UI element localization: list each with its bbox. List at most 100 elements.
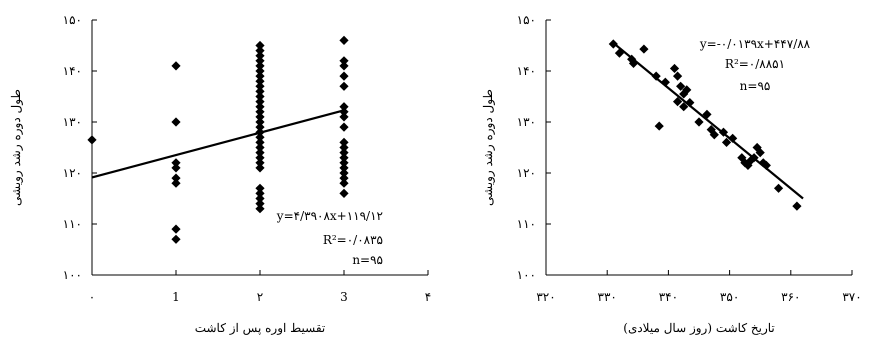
data-point — [255, 127, 265, 137]
data-point — [255, 158, 265, 168]
data-point — [718, 127, 729, 137]
data-point — [255, 102, 265, 112]
data-point — [339, 107, 349, 117]
data-point — [339, 112, 349, 122]
data-point — [669, 63, 680, 74]
data-point — [171, 234, 181, 244]
data-point — [255, 56, 265, 66]
regression-annotation: R²=۰/۰۸۳۵ — [323, 233, 383, 247]
data-point — [339, 168, 349, 178]
y-tick-label: ۱۱۰ — [517, 217, 536, 231]
data-point — [685, 98, 695, 108]
data-point — [255, 199, 265, 209]
data-point — [255, 204, 265, 214]
data-point — [255, 148, 265, 158]
regression-annotation: n=۹۵ — [740, 79, 771, 93]
data-point — [171, 158, 181, 168]
data-point — [339, 137, 349, 147]
data-point — [255, 112, 265, 122]
data-point — [628, 58, 639, 68]
x-tick-label: ۲ — [257, 290, 263, 304]
data-point — [339, 163, 349, 173]
data-point — [672, 71, 683, 81]
x-tick-label: ۳۴۰ — [659, 290, 678, 304]
data-point — [171, 224, 181, 234]
data-point — [339, 153, 349, 163]
data-point — [255, 142, 265, 153]
x-tick-label: 3 — [340, 290, 348, 304]
data-point — [255, 71, 265, 81]
x-tick-label: ۳۶۰ — [781, 290, 800, 304]
data-point — [255, 122, 265, 132]
y-tick-label: ۱۴۰ — [63, 64, 82, 78]
data-point — [255, 132, 265, 142]
y-axis-title: طول دوره رشد رویشی — [9, 89, 23, 206]
data-point — [339, 142, 349, 153]
chart-right-planting-date: ۱۰۰ ۱۱۰ ۱۲۰ ۱۳۰ ۱۴۰ ۱۵۰ ۳۲۰ ۳۳۰ ۳۴۰ ۳۵۰ ۳۶۰ ۳۷۰ تاری… — [481, 13, 862, 335]
data-point — [255, 137, 265, 147]
data-point — [255, 91, 265, 102]
chart-left-urea-split: ۱۰۰ ۱۱۰ ۱۲۰ ۱۳۰ ۱۴۰ ۱۵۰ ۰ 1 ۲ 3 ۴ تقسیط اوره پس از … — [9, 13, 431, 335]
data-point — [709, 130, 719, 140]
data-point — [255, 81, 265, 91]
data-point — [639, 44, 649, 54]
data-point — [339, 61, 349, 71]
x-tick-label: ۰ — [89, 290, 95, 304]
data-point — [761, 160, 771, 170]
data-point — [773, 183, 784, 193]
data-point — [171, 173, 181, 183]
regression-annotation: n=۹۵ — [352, 253, 383, 267]
x-tick-label: ۳۳۰ — [598, 290, 617, 304]
data-point — [255, 153, 265, 163]
data-point — [255, 46, 265, 56]
y-tick-label: ۱۰۰ — [517, 268, 536, 282]
x-tick-label: ۳۷۰ — [842, 290, 861, 304]
y-tick-label: ۱۱۰ — [63, 217, 82, 231]
regression-annotation: y=-۰/۰۱۳۹x+۴۴۷/۸۸ — [699, 37, 811, 51]
x-tick-label: ۳۵۰ — [720, 290, 739, 304]
data-point — [660, 77, 670, 87]
data-point — [339, 148, 349, 158]
data-point — [255, 86, 265, 96]
data-point — [614, 48, 625, 58]
data-point — [749, 153, 759, 163]
data-point — [255, 97, 265, 107]
data-point — [255, 183, 265, 193]
data-point — [255, 76, 265, 86]
y-axis-title: طول دوره رشد رویشی — [481, 89, 495, 206]
data-point — [255, 188, 265, 198]
data-point — [755, 148, 765, 158]
data-point — [682, 85, 692, 95]
y-tick-label: ۱۵۰ — [517, 13, 536, 27]
data-point — [255, 61, 265, 71]
data-point — [339, 102, 349, 112]
y-tick-label: ۱۵۰ — [63, 13, 82, 27]
data-point — [255, 163, 265, 173]
regression-annotation: R²=۰/۸۸۵۱ — [725, 57, 785, 71]
data-point — [339, 35, 349, 45]
data-point — [706, 125, 716, 135]
data-point — [721, 137, 732, 147]
data-point — [171, 61, 181, 71]
data-point — [255, 66, 265, 76]
y-tick-label: ۱۴۰ — [517, 64, 536, 78]
data-point — [339, 56, 349, 66]
data-point — [339, 178, 349, 188]
data-point — [672, 97, 683, 107]
data-point — [87, 135, 97, 145]
y-tick-label: ۱۳۰ — [63, 115, 82, 129]
data-point — [792, 201, 802, 211]
x-tick-label: ۴ — [425, 290, 431, 304]
data-point — [339, 81, 349, 91]
data-point — [339, 71, 349, 81]
data-point — [255, 107, 265, 117]
data-point — [627, 54, 637, 64]
data-point — [694, 117, 704, 127]
data-point — [171, 178, 181, 188]
data-point — [679, 102, 689, 112]
data-point — [728, 133, 738, 143]
y-tick-label: ۱۳۰ — [517, 115, 536, 129]
data-point — [171, 163, 181, 173]
data-point — [702, 109, 712, 119]
